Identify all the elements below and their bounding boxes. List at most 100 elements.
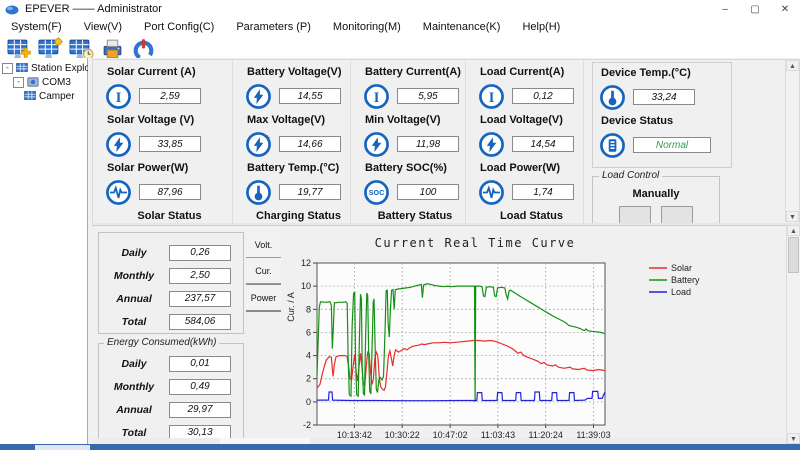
power-icon[interactable] — [130, 37, 156, 60]
menu-system-f-[interactable]: System(F) — [11, 21, 62, 33]
energy-row-label: Annual — [116, 403, 152, 416]
metric-field[interactable]: 1,74 — [512, 184, 574, 200]
energy-row-field[interactable]: 0,26 — [169, 244, 231, 261]
metric-field[interactable]: 14,66 — [279, 136, 341, 152]
device-temp-field[interactable]: 33,24 — [633, 89, 695, 105]
energy-row-field[interactable]: 29,97 — [169, 401, 231, 418]
soc-icon: SOC — [363, 179, 390, 206]
chart-tab-power[interactable]: Power — [246, 284, 281, 312]
menu-view-v-[interactable]: View(V) — [83, 21, 123, 33]
metric-field[interactable]: 100 — [397, 184, 459, 200]
menu-monitoring-m-[interactable]: Monitoring(M) — [332, 21, 401, 33]
metric-field[interactable]: 11,98 — [397, 136, 459, 152]
statistics-panel: Daily 0,26 Monthly 2,50 Annual 237,57 Total 584… — [92, 223, 800, 447]
energy-row-label: Total — [121, 426, 147, 439]
hscroll-thumb[interactable] — [220, 438, 310, 444]
expander-icon[interactable]: - — [2, 62, 13, 74]
device-box: Device Temp.(°C) 33,24 Device Status Nor… — [592, 62, 732, 168]
minimize-button[interactable]: – — [722, 3, 728, 15]
metric-field[interactable]: 33,85 — [139, 136, 201, 152]
windows-taskbar[interactable] — [0, 444, 800, 450]
upper-scrollbar[interactable]: ▲ ▼ — [785, 60, 799, 222]
metric-label: Load Voltage(V) — [480, 114, 563, 126]
device-icon — [599, 132, 626, 159]
load-control-button-1[interactable] — [619, 206, 651, 224]
metric-column-1: Battery Voltage(V) 14,55 Max Voltage(V) +14… — [233, 60, 351, 224]
energy-row: Monthly 0,49 — [105, 375, 239, 398]
metric-field[interactable]: 14,54 — [512, 136, 574, 152]
energy-row: Annual 237,57 — [105, 287, 239, 310]
energy-consumed-title: Energy Consumed(kWh) — [104, 337, 220, 348]
energy-row-label: Daily — [121, 246, 147, 259]
realtime-chart: Current Real Time Curve -2 0 2 4 6 8 10 12 10:13:… — [283, 227, 784, 440]
horizontal-scrollbar[interactable] — [92, 438, 786, 444]
tree-item-station-explorer[interactable]: - Station Explorer — [0, 61, 102, 75]
metric-label: Solar Current (A) — [107, 66, 196, 78]
svg-text:12: 12 — [301, 258, 311, 268]
metric-field[interactable]: 0,12 — [512, 88, 574, 104]
energy-row-label: Total — [121, 315, 147, 328]
menu-parameters-p-[interactable]: Parameters (P) — [236, 21, 311, 33]
energy-row-label: Daily — [121, 357, 147, 370]
main-area: - Station Explorer - COM3 Camper Solar Curre… — [0, 58, 800, 447]
tree-item-label: Camper — [39, 90, 75, 102]
scroll-down-icon[interactable]: ▼ — [787, 433, 800, 444]
metric-label: Load Current(A) — [480, 66, 565, 78]
metric-field[interactable]: 5,95 — [397, 88, 459, 104]
tree-item-camper[interactable]: Camper — [0, 89, 87, 103]
tree-item-com3[interactable]: - COM3 — [0, 75, 87, 89]
metric-column-0: Solar Current (A) I 2,59 Solar Voltage (V) 3… — [93, 60, 233, 224]
scroll-up-icon[interactable]: ▲ — [786, 60, 799, 71]
add-station-icon[interactable] — [6, 37, 32, 60]
status-label: Load Status — [500, 210, 563, 222]
metric-label: Battery Temp.(°C) — [247, 162, 340, 174]
scroll-up-icon[interactable]: ▲ — [787, 225, 800, 236]
metric-field[interactable]: 2,59 — [139, 88, 201, 104]
voltage-icon — [478, 131, 505, 158]
chart-tab-volt[interactable]: Volt. — [246, 232, 281, 258]
metric-label: Max Voltage(V) — [247, 114, 326, 126]
lower-scrollbar[interactable]: ▲ ▼ — [786, 225, 800, 444]
maximize-button[interactable]: ▢ — [750, 3, 760, 15]
energy-row-field[interactable]: 584,06 — [169, 313, 231, 330]
chart-tab-cur[interactable]: Cur. — [246, 258, 281, 284]
energy-row-field[interactable]: 0,49 — [169, 378, 231, 395]
voltage-max-icon: + — [245, 131, 272, 158]
metric-label: Battery Voltage(V) — [247, 66, 342, 78]
expander-icon[interactable]: - — [13, 76, 24, 88]
chart-tabs: Volt. Cur. Power — [246, 232, 281, 312]
status-label: Charging Status — [256, 210, 341, 222]
svg-text:10:13:42: 10:13:42 — [337, 430, 372, 439]
energy-row-field[interactable]: 2,50 — [169, 267, 231, 284]
current-icon: I — [363, 83, 390, 110]
menu-port-config-c-[interactable]: Port Config(C) — [144, 21, 215, 33]
metric-column-3: Load Current(A) I 0,12 Load Voltage(V) 14,54… — [466, 60, 584, 224]
toolbar — [0, 36, 800, 60]
metric-field[interactable]: 87,96 — [139, 184, 201, 200]
chart-title: Current Real Time Curve — [375, 236, 576, 250]
tree-item-label: Station Explorer — [31, 62, 103, 74]
legend-label: Battery — [671, 275, 700, 285]
svg-text:I: I — [116, 89, 122, 105]
menubar: System(F) View(V) Port Config(C) Parameters… — [0, 18, 800, 36]
vscroll-thumb[interactable] — [788, 237, 799, 273]
scroll-down-icon[interactable]: ▼ — [786, 211, 799, 222]
load-control-button-2[interactable] — [661, 206, 693, 224]
window-title: EPEVER —— Administrator — [25, 3, 162, 15]
menu-help-h-[interactable]: Help(H) — [522, 21, 561, 33]
app-logo-icon — [5, 5, 19, 14]
metric-field[interactable]: 19,77 — [279, 184, 341, 200]
titlebar: EPEVER —— Administrator – ▢ ✕ — [0, 0, 800, 18]
taskbar-item[interactable] — [35, 445, 90, 450]
svg-text:Cur. / A: Cur. / A — [286, 292, 296, 322]
energy-row-field[interactable]: 237,57 — [169, 290, 231, 307]
energy-row-field[interactable]: 0,01 — [169, 355, 231, 372]
energy-row: Daily 0,01 — [105, 352, 239, 375]
station-sun-icon[interactable] — [37, 36, 63, 60]
device-status-field[interactable]: Normal — [633, 137, 711, 153]
close-button[interactable]: ✕ — [780, 3, 790, 15]
station-time-icon[interactable] — [68, 37, 94, 60]
menu-maintenance-k-[interactable]: Maintenance(K) — [422, 21, 501, 33]
print-icon[interactable] — [99, 37, 125, 60]
metric-field[interactable]: 14,55 — [279, 88, 341, 104]
